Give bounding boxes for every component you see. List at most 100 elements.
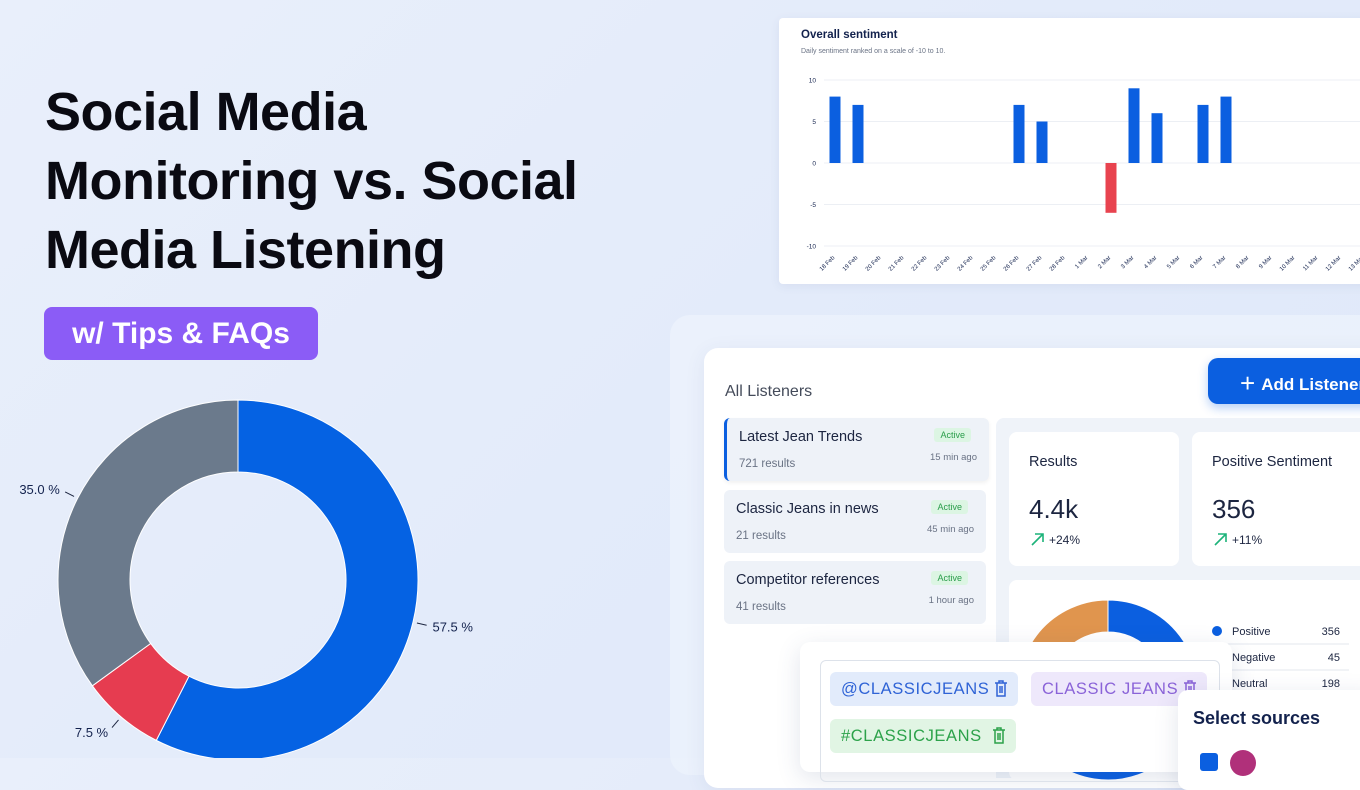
stat-change: +11% — [1232, 533, 1263, 547]
bar — [1013, 104, 1025, 163]
bar — [1105, 163, 1117, 213]
x-tick-label: 27 Feb — [1026, 255, 1044, 273]
keywords-card: @CLASSICJEANS CLASSIC JEANS #CLASSICJEAN… — [800, 642, 1232, 782]
x-tick-label: 21 Feb — [888, 255, 906, 273]
legend-value: 356 — [1322, 626, 1340, 638]
stat-value: 356 — [1212, 494, 1256, 524]
chart-title: Overall sentiment — [801, 29, 898, 41]
x-tick-label: 7 Mar — [1212, 255, 1227, 270]
headline: Social Media Monitoring vs. Social Media… — [45, 78, 578, 285]
listener-item[interactable]: Classic Jeans in news Active 21 results 45… — [724, 490, 986, 553]
updated: 1 hour ago — [928, 595, 974, 606]
sentiment-panel: Overall sentiment Daily sentiment ranked … — [779, 18, 1360, 284]
x-tick-label: 11 Mar — [1302, 255, 1319, 272]
bar — [1128, 88, 1140, 163]
status: Active — [931, 571, 968, 585]
donut-chart: 57.5 % 7.5 % 35.0 % — [19, 399, 473, 758]
x-tick-label: 20 Feb — [865, 255, 883, 273]
legend-label: Neutral — [1232, 678, 1267, 690]
stat-label: Positive Sentiment — [1212, 454, 1333, 470]
x-tick-label: 5 Mar — [1166, 255, 1181, 270]
updated: 45 min ago — [926, 524, 974, 535]
bar — [852, 104, 864, 163]
x-tick-label: 24 Feb — [957, 255, 975, 273]
headline-line: Monitoring vs. Social — [45, 151, 578, 211]
trash-icon[interactable] — [992, 727, 1006, 744]
bar — [1036, 121, 1048, 163]
legend-label: Negative — [1232, 652, 1275, 664]
stat-card: Results 4.4k +24% — [1009, 432, 1179, 566]
x-tick-label: 3 Mar — [1120, 255, 1135, 270]
keyword: @CLASSICJEANS — [841, 680, 990, 698]
stat-label: Results — [1029, 454, 1078, 470]
up-arrow — [1031, 533, 1044, 546]
panel-heading: All Listeners — [725, 383, 813, 400]
stat-change: +24% — [1049, 533, 1081, 547]
legend-label: Positive — [1232, 626, 1271, 638]
bar — [1151, 113, 1163, 163]
x-tick-label: 10 Mar — [1279, 255, 1296, 272]
x-tick-label: 23 Feb — [934, 255, 952, 273]
x-tick-label: 9 Mar — [1258, 255, 1273, 270]
keyword-tag[interactable]: CLASSIC JEANS — [1031, 672, 1207, 706]
x-tick-label: 25 Feb — [980, 255, 998, 273]
updated: 15 min ago — [929, 452, 977, 463]
stat-value: 4.4k — [1029, 494, 1079, 524]
listener-name: Latest Jean Trends — [739, 429, 863, 445]
x-tick-label: 18 Feb — [819, 255, 837, 273]
leader-line — [111, 719, 119, 728]
add-button-label: Add Listener — [1261, 375, 1360, 394]
data-label: 35.0 % — [19, 482, 60, 497]
x-tick-label: 12 Mar — [1325, 255, 1342, 272]
add-button[interactable]: + Add Listener — [1208, 358, 1360, 404]
x-tick-label: 4 Mar — [1143, 255, 1158, 270]
x-tick-label: 6 Mar — [1189, 255, 1204, 270]
status: Active — [931, 500, 968, 514]
result-count: 721 results — [739, 458, 796, 470]
trash-icon[interactable] — [994, 680, 1008, 697]
leader-line — [64, 491, 75, 497]
x-tick-label: 22 Feb — [911, 255, 929, 273]
listener-name: Competitor references — [736, 572, 880, 588]
leader-line — [416, 622, 427, 626]
legend-dot — [1212, 626, 1222, 636]
up-arrow — [1214, 533, 1227, 546]
x-tick-label: 26 Feb — [1003, 255, 1021, 273]
result-count: 21 results — [736, 530, 786, 542]
keyword-tag[interactable]: #CLASSICJEANS — [830, 719, 1016, 753]
donut-segment — [155, 399, 419, 758]
data-label: 57.5 % — [432, 620, 473, 635]
keyword-tag[interactable]: @CLASSICJEANS — [830, 672, 1018, 706]
source-icon — [1230, 750, 1256, 776]
result-count: 41 results — [736, 601, 786, 613]
data-label: 7.5 % — [75, 725, 109, 740]
plus-icon: + — [1240, 368, 1256, 398]
badge: w/ Tips & FAQs — [44, 307, 318, 360]
y-tick-label: 5 — [812, 119, 816, 126]
y-tick-label: -5 — [810, 202, 816, 209]
stat-card: Positive Sentiment 356 +11% — [1192, 432, 1360, 566]
keyword: #CLASSICJEANS — [841, 727, 982, 745]
bar — [1197, 104, 1209, 163]
donut-segment — [57, 399, 239, 687]
chart-subtitle: Daily sentiment ranked on a scale of -10… — [801, 48, 945, 55]
checkbox[interactable] — [1200, 753, 1218, 771]
x-tick-label: 1 Mar — [1074, 255, 1089, 270]
headline-line: Media Listening — [45, 220, 446, 280]
listener-item[interactable]: Latest Jean Trends Active 721 results 15 m… — [724, 418, 989, 481]
x-tick-label: 2 Mar — [1097, 255, 1112, 270]
x-tick-label: 28 Feb — [1049, 255, 1067, 273]
legend-value: 198 — [1322, 678, 1340, 690]
y-tick-label: -10 — [807, 244, 817, 251]
x-tick-label: 19 Feb — [842, 255, 860, 273]
listener-item[interactable]: Competitor references Active 41 results 1 … — [724, 561, 986, 624]
x-tick-label: 8 Mar — [1235, 255, 1250, 270]
bar — [829, 96, 841, 163]
listener-name: Classic Jeans in news — [736, 501, 879, 517]
bar-chart: Overall sentiment Daily sentiment ranked … — [801, 29, 1360, 273]
sources-title: Select sources — [1193, 708, 1321, 728]
headline-line: Social Media — [45, 82, 367, 142]
keyword: CLASSIC JEANS — [1042, 680, 1179, 698]
sources-card: Select sources — [1178, 690, 1360, 790]
